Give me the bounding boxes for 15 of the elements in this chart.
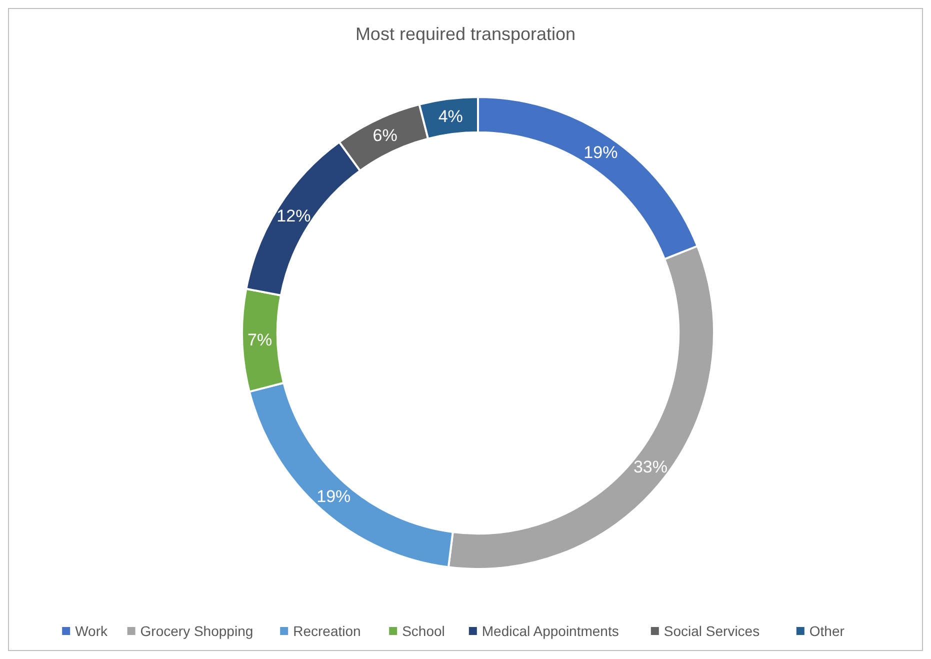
data-label: 6%: [372, 126, 398, 145]
data-label: 19%: [584, 142, 618, 162]
legend-label: Grocery Shopping: [140, 623, 254, 639]
data-label: 19%: [316, 487, 351, 506]
legend-label: Social Services: [664, 623, 760, 639]
data-label: 12%: [276, 206, 311, 226]
data-label: 7%: [248, 330, 272, 350]
legend-label: Work: [75, 623, 109, 639]
data-label: 4%: [438, 106, 463, 126]
legend-label: Other: [809, 623, 845, 639]
legend-label: Recreation: [293, 623, 361, 639]
chart-title: Most required transporation: [355, 24, 576, 44]
data-label: 33%: [633, 457, 668, 476]
legend-label: School: [402, 623, 445, 639]
legend-label: Medical Appointments: [482, 623, 619, 639]
